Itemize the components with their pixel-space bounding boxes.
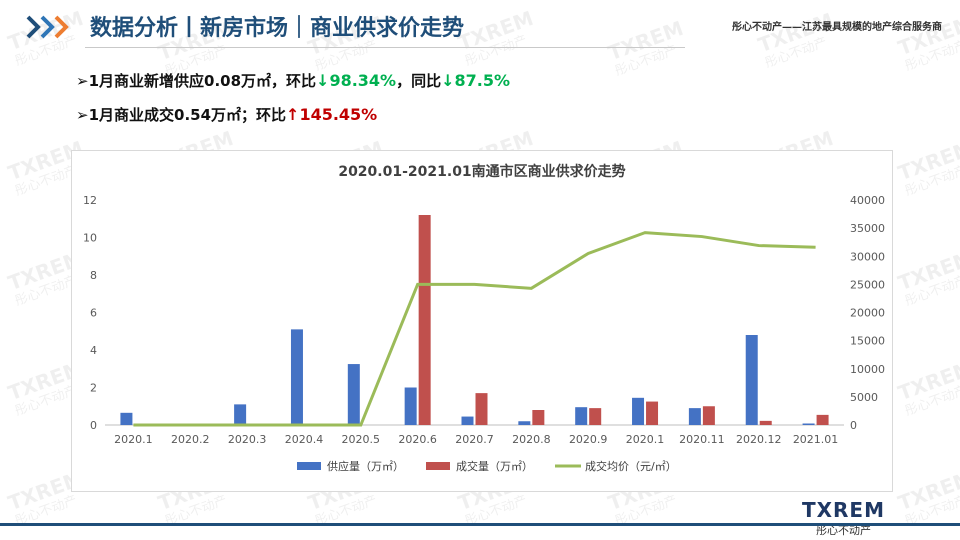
x-tick: 2020.7 — [455, 433, 494, 446]
x-tick: 2020.1 — [114, 433, 152, 446]
legend-label: 成交均价（元/㎡） — [585, 459, 677, 473]
stat-supply-yoy: ↓87.5% — [441, 71, 511, 90]
bar-supply — [518, 421, 531, 425]
x-tick: 2020.2 — [171, 433, 210, 446]
watermark-sub: 彤心不动产 — [903, 382, 960, 420]
footer-logo-sub: 彤心不动产 — [815, 524, 871, 537]
bar-deal — [816, 414, 829, 425]
bar-deal — [532, 410, 545, 425]
stat-supply-mid: ，同比 — [396, 72, 442, 90]
x-tick: 2020.1 — [626, 433, 665, 446]
bar-supply — [802, 423, 815, 425]
chart-title: 2020.01-2021.01南通市区商业供求价走势 — [338, 163, 625, 180]
y-right-tick: 15000 — [850, 335, 885, 348]
header: 数据分析丨新房市场｜商业供求价走势 彤心不动产——江苏最具规模的地产综合服务商 — [0, 0, 960, 56]
bar-supply — [234, 404, 247, 425]
x-tick: 2020.4 — [285, 433, 324, 446]
supply-demand-price-chart: 2020.01-2021.01南通市区商业供求价走势 0 2 4 6 8 10 12 0 5000… — [83, 163, 885, 473]
y-right-tick: 30000 — [850, 250, 885, 263]
x-tick: 2020.5 — [342, 433, 381, 446]
y-right-tick: 20000 — [850, 307, 885, 320]
bar-supply — [575, 407, 588, 425]
bar-supply — [120, 412, 133, 425]
x-tick: 2020.8 — [512, 433, 551, 446]
y-right-tick: 10000 — [850, 363, 885, 376]
x-tick: 2020.12 — [736, 433, 782, 446]
x-tick: 2020.3 — [228, 433, 267, 446]
bar-deal — [702, 406, 715, 425]
bar-supply — [290, 329, 303, 425]
legend-label: 供应量（万㎡） — [327, 459, 404, 473]
legend-label: 成交量（万㎡） — [456, 459, 533, 473]
stat-supply-text: ➢1月商业新增供应0.08万㎡，环比 — [76, 72, 317, 90]
bar-supply — [461, 416, 474, 425]
stat-deal-text: ➢1月商业成交0.54万㎡；环比 — [76, 106, 287, 124]
y-left-tick: 12 — [83, 194, 97, 207]
stat-supply: ➢1月商业新增供应0.08万㎡，环比↓98.34%，同比↓87.5% — [76, 70, 510, 91]
legend-swatch — [297, 462, 321, 470]
y-right-tick: 0 — [850, 419, 857, 432]
bar-supply — [404, 387, 417, 425]
y-right-tick: 25000 — [850, 278, 885, 291]
chevron-arrows-icon — [26, 15, 69, 39]
line-price — [133, 231, 816, 427]
watermark-sub: 彤心不动产 — [903, 162, 960, 200]
legend-swatch — [426, 462, 450, 470]
y-right-tick: 35000 — [850, 222, 885, 235]
stat-deal: ➢1月商业成交0.54万㎡；环比↑145.45% — [76, 104, 377, 125]
y-right-tick: 5000 — [850, 391, 878, 404]
bar-supply — [347, 364, 360, 425]
bar-deal — [475, 393, 488, 425]
page-title: 数据分析丨新房市场｜商业供求价走势 — [90, 16, 465, 41]
bar-deal — [418, 215, 431, 425]
x-tick: 2020.6 — [398, 433, 437, 446]
watermark-brand: TXREM — [894, 245, 960, 296]
watermark-sub: 彤心不动产 — [903, 272, 960, 310]
bottom-bar — [0, 523, 960, 526]
footer-logo-brand: TXREM — [801, 498, 885, 522]
x-tick: 2020.9 — [569, 433, 608, 446]
footer-logo: TXREM 彤心不动产 — [802, 498, 885, 538]
bar-deal — [589, 408, 602, 425]
watermark-brand: TXREM — [894, 355, 960, 406]
y-left-tick: 10 — [83, 232, 97, 245]
company-tagline: 彤心不动产——江苏最具规模的地产综合服务商 — [732, 22, 942, 33]
x-tick: 2020.11 — [679, 433, 725, 446]
header-divider — [85, 47, 685, 48]
y-left-tick: 6 — [90, 307, 97, 320]
stat-supply-mom: ↓98.34% — [316, 71, 397, 90]
bar-deal — [646, 401, 659, 425]
chart-container: 2020.01-2021.01南通市区商业供求价走势 0 2 4 6 8 10 12 0 5000… — [71, 150, 893, 492]
y-left-tick: 8 — [90, 269, 97, 282]
y-left-tick: 2 — [90, 382, 97, 395]
x-tick: 2021.01 — [793, 433, 839, 446]
stat-deal-mom: ↑145.45% — [286, 105, 378, 124]
y-right-tick: 40000 — [850, 194, 885, 207]
bar-supply — [688, 408, 701, 425]
watermark-brand: TXREM — [894, 465, 960, 516]
bar-deal — [759, 420, 772, 425]
y-left-tick: 4 — [90, 344, 97, 357]
y-left-tick: 0 — [90, 419, 97, 432]
bar-supply — [745, 335, 758, 425]
bar-supply — [632, 397, 645, 425]
watermark-brand: TXREM — [894, 135, 960, 186]
